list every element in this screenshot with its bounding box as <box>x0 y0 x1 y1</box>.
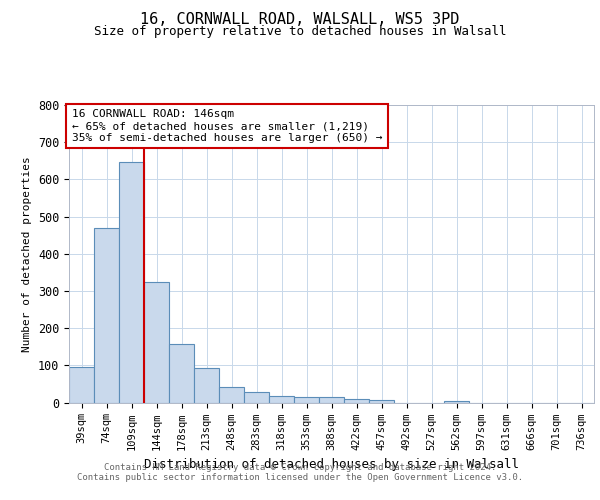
Bar <box>444 400 469 402</box>
Bar <box>294 396 319 402</box>
Bar <box>244 392 269 402</box>
Text: Contains HM Land Registry data © Crown copyright and database right 2024.: Contains HM Land Registry data © Crown c… <box>104 462 496 471</box>
Bar <box>69 367 94 402</box>
Text: 16 CORNWALL ROAD: 146sqm
← 65% of detached houses are smaller (1,219)
35% of sem: 16 CORNWALL ROAD: 146sqm ← 65% of detach… <box>71 110 382 142</box>
Text: 16, CORNWALL ROAD, WALSALL, WS5 3PD: 16, CORNWALL ROAD, WALSALL, WS5 3PD <box>140 12 460 28</box>
Text: Size of property relative to detached houses in Walsall: Size of property relative to detached ho… <box>94 25 506 38</box>
Bar <box>144 282 169 403</box>
Bar <box>344 399 369 402</box>
Bar <box>319 398 344 402</box>
X-axis label: Distribution of detached houses by size in Walsall: Distribution of detached houses by size … <box>144 458 519 471</box>
Bar <box>169 344 194 402</box>
Bar <box>269 396 294 402</box>
Text: Contains public sector information licensed under the Open Government Licence v3: Contains public sector information licen… <box>77 472 523 482</box>
Bar <box>119 162 144 402</box>
Bar <box>194 368 219 402</box>
Bar <box>369 400 394 402</box>
Bar <box>94 228 119 402</box>
Y-axis label: Number of detached properties: Number of detached properties <box>22 156 32 352</box>
Bar <box>219 388 244 402</box>
